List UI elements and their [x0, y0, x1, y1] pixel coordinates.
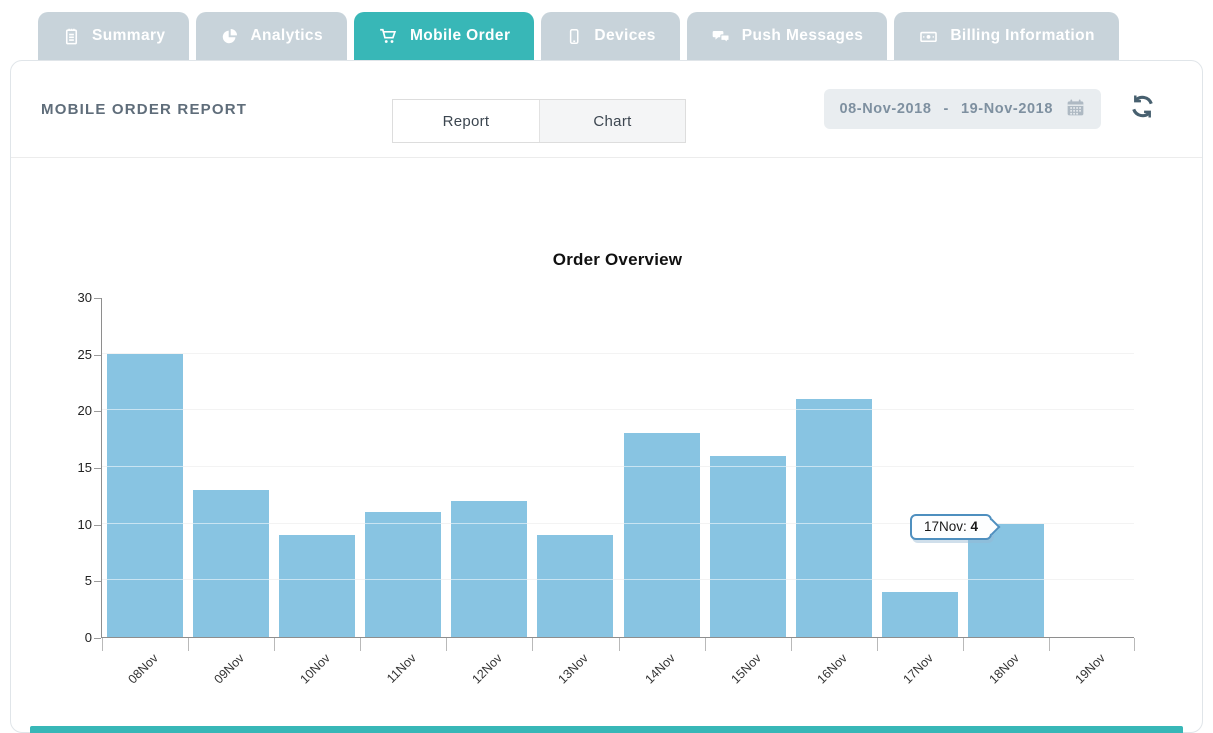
tab-label: Billing Information — [950, 27, 1095, 44]
gridline-overlay — [102, 352, 1134, 354]
y-axis-label: 15 — [77, 460, 92, 475]
gridline-overlay — [102, 409, 1134, 411]
bar-10Nov[interactable] — [279, 535, 356, 637]
x-axis-tick — [704, 638, 706, 651]
y-axis-label: 25 — [77, 346, 92, 362]
tooltip-value: 4 — [970, 519, 979, 534]
tab-mobile-order[interactable]: Mobile Order — [353, 12, 535, 60]
bar-17Nov[interactable] — [881, 591, 958, 637]
report-view-button[interactable]: Report — [442, 112, 490, 130]
y-axis-tick — [94, 524, 101, 526]
x-axis-label: 10Nov — [297, 651, 334, 687]
bar-16Nov[interactable] — [795, 399, 872, 637]
tab-label: Push Messages — [741, 27, 864, 44]
x-axis-label: 11Nov — [384, 651, 420, 686]
x-axis-tick — [360, 638, 362, 651]
tab-devices[interactable]: Devices — [541, 12, 680, 60]
tab-summary[interactable]: Summary — [38, 12, 190, 60]
y-axis-tick — [94, 468, 101, 469]
bar-12Nov[interactable] — [451, 501, 528, 637]
x-axis-tick — [1048, 638, 1050, 651]
x-axis-label: 17Nov — [900, 651, 936, 687]
header-right-group: 08-Nov-2018 - 19-Nov-2018 — [824, 89, 1172, 129]
date-range-separator: - — [943, 101, 949, 117]
y-axis-label: 20 — [77, 403, 92, 419]
billing-icon — [918, 27, 939, 46]
y-axis-label: 30 — [77, 290, 92, 305]
x-axis-tick — [1134, 638, 1135, 651]
bar-14Nov[interactable] — [623, 433, 700, 637]
x-axis-tick — [532, 638, 534, 651]
bar-15Nov[interactable] — [709, 455, 786, 637]
summary-icon — [62, 27, 81, 46]
x-axis-label: 08Nov — [125, 651, 161, 687]
bottom-accent-bar — [30, 726, 1183, 733]
view-toggle: Report Chart — [392, 99, 686, 143]
calendar-icon — [1065, 97, 1086, 122]
tab-billing-information[interactable]: Billing Information — [894, 12, 1119, 60]
bar-11Nov[interactable] — [365, 512, 442, 637]
push-messages-icon — [711, 27, 731, 46]
tab-label: Mobile Order — [409, 27, 511, 44]
refresh-icon[interactable] — [1129, 93, 1156, 125]
gridline-overlay — [102, 522, 1134, 524]
x-axis-tick — [274, 638, 276, 651]
tooltip-text: 17Nov: — [924, 519, 971, 534]
cart-icon — [378, 26, 399, 46]
mobile-order-panel: MOBILE ORDER REPORT Report Chart 08-Nov-… — [10, 60, 1203, 733]
bar-09Nov[interactable] — [193, 489, 270, 637]
chart-view-button[interactable]: Chart — [539, 100, 685, 142]
y-axis-tick — [94, 638, 101, 639]
tab-analytics[interactable]: Analytics — [196, 12, 347, 60]
tab-bar: Summary Analytics Mobile Order D — [38, 12, 1119, 60]
page-title: MOBILE ORDER REPORT — [41, 100, 248, 118]
y-axis-tick — [94, 581, 101, 583]
analytics-icon — [220, 27, 239, 46]
gridline-overlay — [102, 466, 1134, 467]
tab-label: Analytics — [250, 27, 323, 44]
gridline-overlay — [102, 579, 1134, 581]
x-axis-label: 16Nov — [814, 651, 850, 687]
y-axis-label: 5 — [84, 573, 92, 589]
y-axis-tick — [94, 298, 101, 299]
plot-area: 0 5 10 15 20 25 30 08Nov 09Nov 10Nov 11Nov 12Nov 13N… — [78, 290, 1135, 686]
chart-title: Order Overview — [552, 250, 683, 269]
x-axis-label: 15Nov — [728, 651, 764, 687]
x-axis-tick — [188, 638, 190, 651]
y-axis-label: 0 — [84, 630, 92, 645]
date-range-start: 08-Nov-2018 — [839, 101, 932, 117]
y-axis-tick — [94, 354, 101, 356]
bar-08Nov[interactable] — [107, 353, 184, 637]
x-axis-label: 09Nov — [211, 651, 248, 687]
chart-area: Order Overview 0 5 10 15 20 25 30 08Nov 09Nov 10N… — [78, 250, 1135, 686]
tab-push-messages[interactable]: Push Messages — [686, 12, 888, 60]
x-axis-label: 13Nov — [555, 651, 592, 687]
date-range-end: 19-Nov-2018 — [960, 101, 1053, 117]
tab-label: Summary — [92, 27, 166, 44]
report-header: MOBILE ORDER REPORT Report Chart 08-Nov-… — [11, 61, 1202, 158]
date-range-picker[interactable]: 08-Nov-2018 - 19-Nov-2018 — [824, 89, 1101, 129]
y-axis-tick — [94, 411, 101, 413]
x-axis-tick — [790, 638, 792, 651]
x-axis-tick — [876, 638, 878, 651]
bar-13Nov[interactable] — [537, 535, 614, 637]
tab-label: Devices — [594, 27, 656, 44]
x-axis-tick — [962, 638, 964, 651]
x-axis-tick — [102, 638, 103, 651]
x-axis-label: 19Nov — [1072, 651, 1108, 687]
chart-tooltip: 17Nov: 4 — [910, 514, 1001, 540]
y-axis-label: 10 — [77, 516, 92, 532]
x-axis-label: 18Nov — [986, 651, 1022, 687]
x-axis-tick — [618, 638, 620, 651]
x-axis-label: 14Nov — [641, 651, 678, 687]
devices-icon — [565, 27, 583, 46]
x-axis-tick — [446, 638, 448, 651]
x-axis-label: 12Nov — [469, 651, 506, 687]
